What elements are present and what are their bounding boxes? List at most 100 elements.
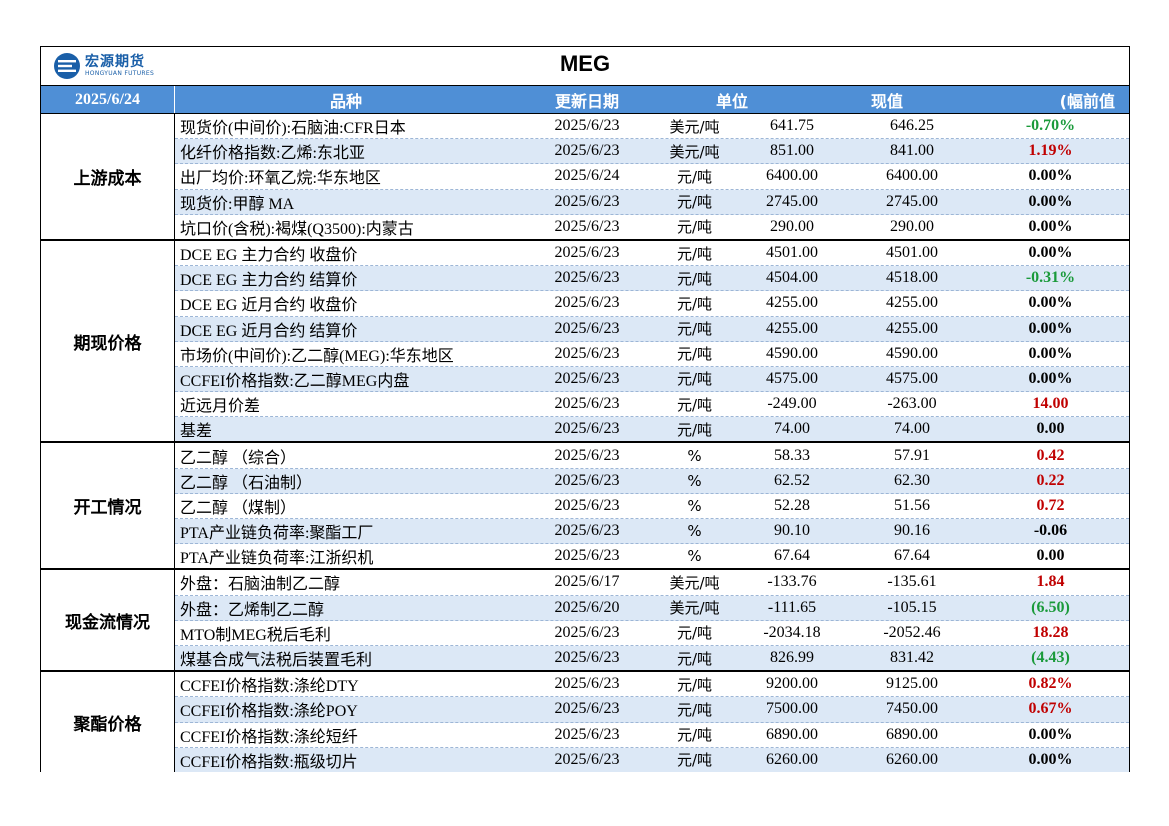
update-date: 2025/6/17 — [554, 573, 620, 591]
header-updated: 更新日期 — [554, 91, 619, 111]
unit: 元/吨 — [676, 420, 713, 439]
unit: % — [687, 471, 702, 490]
previous-value: 4590.00 — [766, 344, 818, 362]
change-value: 0.72 — [1036, 496, 1065, 514]
change-value: 14.00 — [1032, 395, 1069, 413]
indicator-name: 近远月价差 — [180, 398, 261, 416]
previous-value: -2034.18 — [763, 623, 821, 641]
indicator-name: DCE EG 主力合约 收盘价 — [180, 247, 358, 265]
change-value: 0.00% — [1028, 319, 1073, 337]
change-value: 0.22 — [1036, 471, 1065, 489]
unit: 美元/吨 — [669, 142, 720, 161]
change-value: 0.42 — [1036, 446, 1065, 464]
current-value: -135.61 — [887, 573, 937, 591]
table-row: DCE EG 主力合约 收盘价 2025/6/23 元/吨 4501.00 4501.0… — [175, 241, 1129, 267]
table-header: 2025/6/24 品种 更新日期 单位 现值 (幅前值 — [40, 85, 1130, 114]
table-row: CCFEI价格指数:瓶级切片 2025/6/23 元/吨 6260.00 6260.00… — [175, 747, 1129, 772]
current-value: 62.30 — [894, 471, 930, 489]
current-value: 6260.00 — [886, 750, 938, 768]
current-value: 74.00 — [894, 420, 930, 438]
change-value: -0.70% — [1025, 117, 1076, 135]
current-value: -2052.46 — [883, 623, 941, 641]
category-group: 期现价格 DCE EG 主力合约 收盘价 2025/6/23 元/吨 4501.00 45… — [40, 240, 1130, 444]
change-value: 0.00% — [1028, 369, 1073, 387]
change-value: 0.00% — [1028, 725, 1073, 743]
previous-value: 90.10 — [774, 522, 810, 540]
current-value: 290.00 — [890, 217, 934, 235]
table-row: DCE EG 近月合约 收盘价 2025/6/23 元/吨 4255.00 4255.0… — [175, 291, 1129, 317]
table-row: 市场价(中间价):乙二醇(MEG):华东地区 2025/6/23 元/吨 4590.0… — [175, 342, 1129, 367]
previous-value: 4575.00 — [766, 369, 818, 387]
update-date: 2025/6/23 — [554, 623, 620, 641]
update-date: 2025/6/23 — [554, 649, 620, 667]
category-group: 聚酯价格 CCFEI价格指数:涤纶DTY 2025/6/23 元/吨 9200.00 91… — [40, 672, 1130, 772]
current-value: 4518.00 — [886, 269, 938, 287]
current-value: 4501.00 — [886, 244, 938, 262]
category-group: 上游成本 现货价(中间价):石脑油:CFR日本 2025/6/23 美元/吨 641.7… — [40, 114, 1130, 241]
change-value: 0.00% — [1028, 294, 1073, 312]
indicator-name: PTA产业链负荷率:江浙织机 — [180, 550, 374, 568]
unit: 元/吨 — [676, 193, 713, 212]
previous-value: 641.75 — [770, 117, 814, 135]
table-row: 乙二醇 （石油制） 2025/6/23% 62.52 62.30 0.22 — [175, 468, 1129, 494]
table-row: 煤基合成气法税后装置毛利 2025/6/23 元/吨 826.99 831.42 (4.4… — [175, 645, 1129, 671]
logo-cn-text: 宏源期货 — [85, 54, 145, 70]
unit: 元/吨 — [676, 675, 713, 694]
table-row: DCE EG 主力合约 结算价 2025/6/23 元/吨 4504.00 4518.0… — [175, 266, 1129, 292]
current-value: 4255.00 — [886, 294, 938, 312]
current-value: 90.16 — [894, 522, 930, 540]
current-value: 646.25 — [890, 117, 934, 135]
title-row: 宏源期货 HONGYUAN FUTURES MEG — [40, 46, 1130, 85]
change-value: 0.00 — [1036, 547, 1065, 565]
unit: 美元/吨 — [669, 117, 720, 136]
unit: 美元/吨 — [669, 573, 720, 592]
change-value: 1.19% — [1028, 142, 1073, 160]
unit: 元/吨 — [676, 167, 713, 186]
current-value: 2745.00 — [886, 192, 938, 210]
logo-en-text: HONGYUAN FUTURES — [85, 70, 155, 77]
table-row: 乙二醇 （综合） 2025/6/23% 58.33 57.91 0.42 — [175, 443, 1129, 469]
indicator-name: 煤基合成气法税后装置毛利 — [180, 652, 373, 670]
table-row: 出厂均价:环氧乙烷:华东地区 2025/6/24 元/吨 6400.00 6400.00… — [175, 164, 1129, 190]
update-date: 2025/6/23 — [554, 244, 620, 262]
unit: 元/吨 — [676, 751, 713, 770]
data-sheet: 宏源期货 HONGYUAN FUTURES MEG 2025/6/24 品种 更… — [40, 46, 1130, 772]
unit: 元/吨 — [676, 244, 713, 263]
indicator-name: 出厂均价:环氧乙烷:华东地区 — [180, 170, 381, 188]
indicator-name: 市场价(中间价):乙二醇(MEG):华东地区 — [180, 347, 454, 365]
update-date: 2025/6/23 — [554, 496, 620, 514]
current-value: 6890.00 — [886, 725, 938, 743]
change-value: 0.00% — [1028, 192, 1073, 210]
previous-value: 290.00 — [770, 217, 814, 235]
update-date: 2025/6/23 — [554, 395, 620, 413]
unit: % — [687, 547, 702, 566]
change-value: 0.00 — [1036, 420, 1065, 438]
unit: 元/吨 — [676, 649, 713, 668]
current-value: 51.56 — [894, 496, 930, 514]
unit: 元/吨 — [676, 294, 713, 313]
indicator-name: CCFEI价格指数:涤纶DTY — [180, 678, 359, 696]
unit: 元/吨 — [676, 345, 713, 364]
update-date: 2025/6/23 — [554, 142, 620, 160]
update-date: 2025/6/23 — [554, 344, 620, 362]
indicator-name: MTO制MEG税后毛利 — [180, 626, 331, 644]
table-row: 现货价:甲醇 MA 2025/6/23 元/吨 2745.00 2745.00 0.00% — [175, 189, 1129, 215]
previous-value: 851.00 — [770, 142, 814, 160]
indicator-name: CCFEI价格指数:瓶级切片 — [180, 753, 358, 771]
change-value: 0.00% — [1028, 344, 1073, 362]
indicator-name: 化纤价格指数:乙烯:东北亚 — [180, 145, 365, 163]
indicator-name: PTA产业链负荷率:聚酯工厂 — [180, 525, 374, 543]
update-date: 2025/6/23 — [554, 117, 620, 135]
header-change: (幅前值 — [1059, 91, 1115, 111]
previous-value: -133.76 — [767, 573, 817, 591]
category-label: 开工情况 — [41, 443, 175, 569]
change-value: (4.43) — [1031, 649, 1070, 667]
indicator-name: 乙二醇 （综合） — [180, 449, 297, 467]
header-unit: 单位 — [715, 91, 748, 111]
header-date: 2025/6/24 — [41, 86, 175, 113]
update-date: 2025/6/23 — [554, 369, 620, 387]
indicator-name: 乙二醇 （石油制） — [180, 474, 313, 492]
table-row: 外盘：石脑油制乙二醇 2025/6/17 美元/吨 -133.76 -135.61 1.8… — [175, 570, 1129, 596]
unit: % — [687, 496, 702, 515]
previous-value: 67.64 — [774, 547, 810, 565]
